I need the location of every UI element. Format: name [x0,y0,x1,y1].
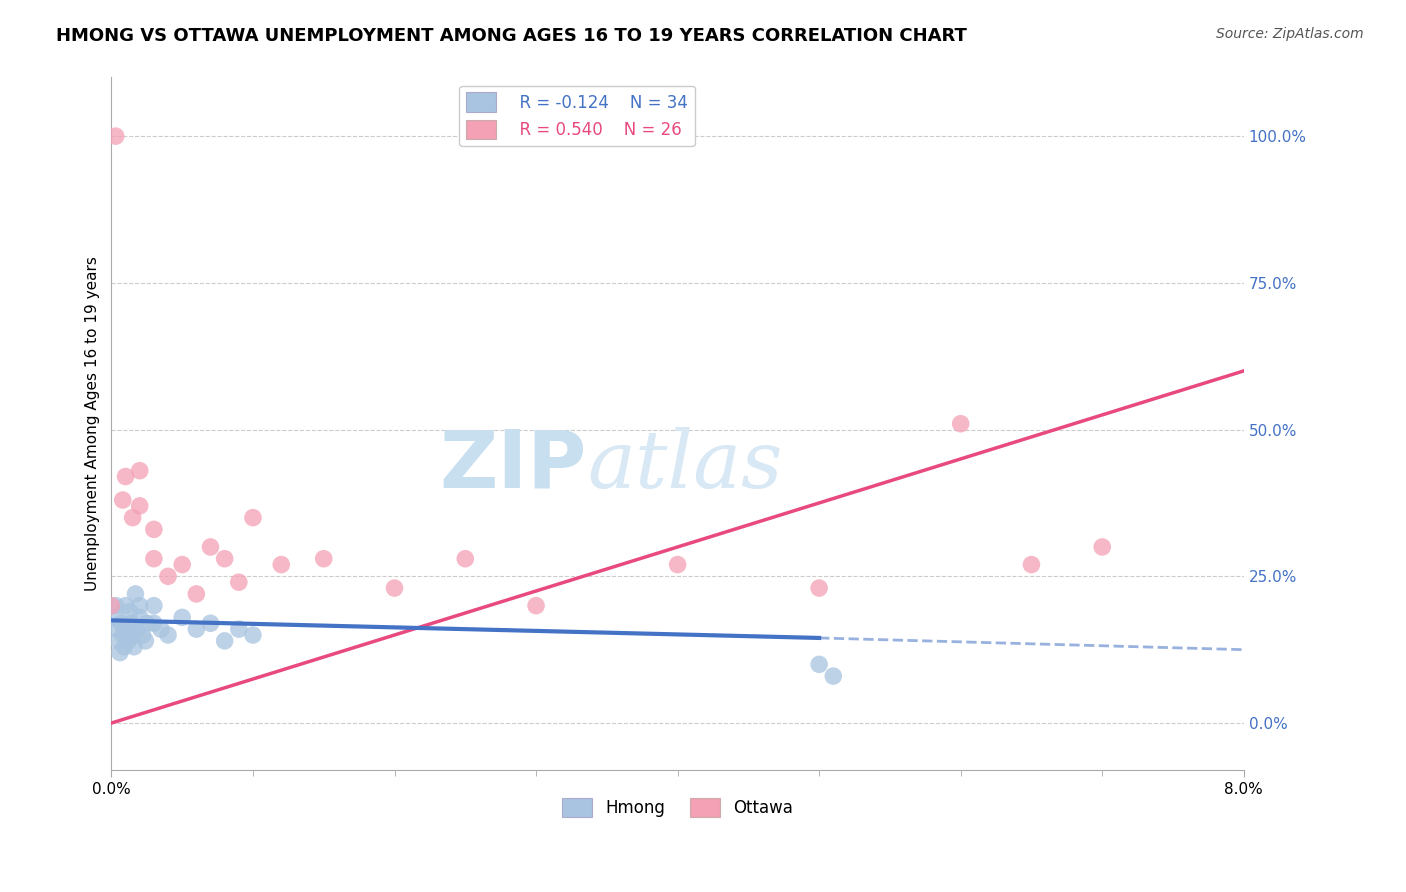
Point [172,610,194,624]
Text: HMONG VS OTTAWA UNEMPLOYMENT AMONG AGES 16 TO 19 YEARS CORRELATION CHART: HMONG VS OTTAWA UNEMPLOYMENT AMONG AGES … [56,27,967,45]
Point [122,640,145,654]
Point [1091,540,1114,554]
Point [117,633,139,648]
Point [142,551,165,566]
Point [172,558,194,572]
Point [111,493,134,508]
Point [524,599,547,613]
Legend: Hmong, Ottawa: Hmong, Ottawa [555,791,800,824]
Point [149,622,172,636]
Point [111,628,134,642]
Point [100,599,122,613]
Point [121,510,143,524]
Point [157,628,180,642]
Point [200,616,222,631]
Point [200,540,222,554]
Point [949,417,972,431]
Point [242,510,264,524]
Point [128,499,150,513]
Point [270,558,292,572]
Point [186,622,208,636]
Point [114,622,136,636]
Text: atlas: atlas [588,426,782,504]
Point [157,569,180,583]
Point [823,669,845,683]
Point [112,640,135,654]
Y-axis label: Unemployment Among Ages 16 to 19 years: Unemployment Among Ages 16 to 19 years [86,256,100,591]
Point [808,581,831,595]
Point [808,657,831,672]
Point [666,558,689,572]
Point [128,464,150,478]
Point [105,622,128,636]
Point [312,551,335,566]
Point [125,622,148,636]
Point [114,469,136,483]
Point [120,616,142,631]
Point [214,633,236,648]
Point [186,587,208,601]
Point [214,551,236,566]
Point [107,633,129,648]
Point [124,587,146,601]
Point [104,599,127,613]
Point [228,575,250,590]
Point [128,610,150,624]
Point [228,622,250,636]
Point [131,628,153,642]
Point [103,610,125,624]
Point [135,616,157,631]
Point [242,628,264,642]
Point [384,581,406,595]
Point [1021,558,1043,572]
Text: Source: ZipAtlas.com: Source: ZipAtlas.com [1216,27,1364,41]
Point [142,522,165,536]
Point [454,551,477,566]
Point [142,599,165,613]
Point [134,633,156,648]
Point [128,599,150,613]
Point [142,616,165,631]
Point [118,605,141,619]
Point [110,616,132,631]
Text: ZIP: ZIP [440,426,588,504]
Point [114,599,136,613]
Point [121,628,143,642]
Point [104,129,127,144]
Point [108,646,131,660]
